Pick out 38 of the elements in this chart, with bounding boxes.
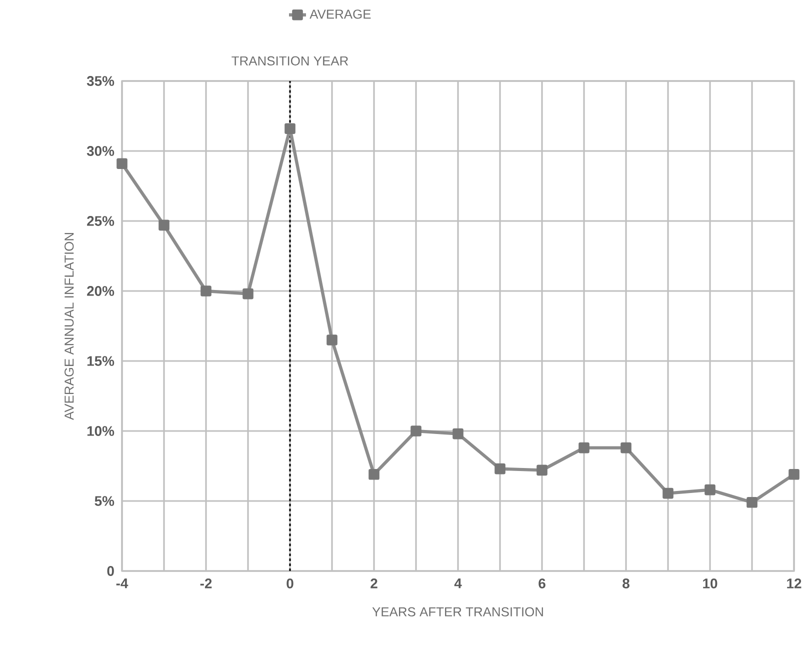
x-tick-label: 10 xyxy=(703,578,718,588)
point xyxy=(284,123,296,134)
y-tick-label: 5% xyxy=(94,496,114,506)
point xyxy=(620,442,632,454)
point xyxy=(200,286,212,296)
point xyxy=(788,469,800,480)
point xyxy=(494,463,506,474)
y-tick-label: 15% xyxy=(87,356,114,366)
y-tick-label: 0 xyxy=(107,566,114,576)
point xyxy=(368,469,380,480)
y-tick-label: 30% xyxy=(86,146,114,156)
x-tick-label: 8 xyxy=(622,578,630,588)
point xyxy=(536,464,548,476)
y-axis-title: AVERAGE ANNUAL INFLATION xyxy=(64,233,74,420)
legend-label: AVERAGE xyxy=(310,10,371,19)
x-axis-title: YEARS AFTER TRANSITION xyxy=(372,607,543,616)
point xyxy=(410,426,422,436)
x-tick-label: 12 xyxy=(787,578,802,588)
point xyxy=(452,428,464,440)
x-tick-label: 6 xyxy=(538,578,546,588)
y-tick-label: 25% xyxy=(87,216,114,226)
point xyxy=(578,442,590,454)
point xyxy=(704,484,716,496)
point xyxy=(326,334,338,346)
y-tick-label: 35% xyxy=(86,76,114,86)
ref-line-label: TRANSITION YEAR xyxy=(232,56,348,66)
x-tick-label: 4 xyxy=(454,578,462,588)
y-tick-label: 20% xyxy=(87,286,114,296)
point xyxy=(116,158,128,169)
x-tick-label: 2 xyxy=(370,578,378,588)
x-tick-label: 0 xyxy=(286,578,294,588)
point xyxy=(158,220,170,231)
x-tick-label: -4 xyxy=(116,578,128,588)
x-tick-label: -2 xyxy=(200,578,212,588)
y-tick-label: 10% xyxy=(87,426,114,436)
point xyxy=(242,288,254,300)
point xyxy=(746,497,758,508)
point xyxy=(662,488,674,499)
